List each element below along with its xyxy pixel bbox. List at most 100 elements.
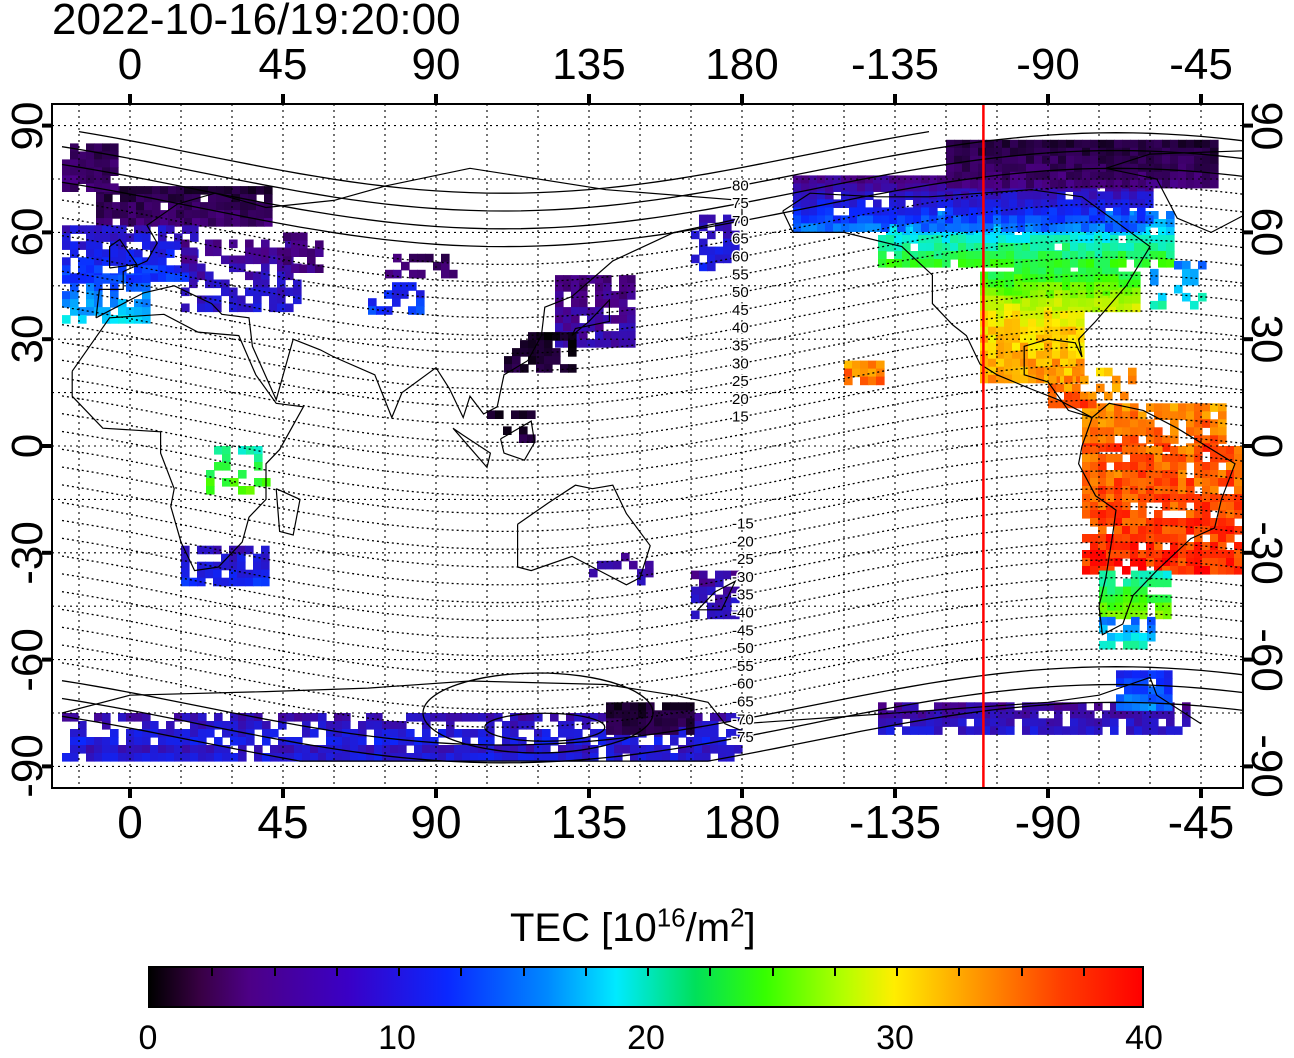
- tec-cell: [189, 271, 198, 281]
- tec-cell: [969, 191, 978, 200]
- magnetic-contour: [61, 345, 1243, 426]
- top-x-tick-label: -135: [850, 40, 940, 89]
- tec-cell: [1130, 534, 1139, 543]
- tec-cell: [1174, 284, 1183, 294]
- tec-cell: [510, 713, 519, 722]
- tec-cell: [1090, 171, 1099, 181]
- tec-cell: [70, 753, 79, 762]
- tec-cell: [184, 186, 193, 195]
- tec-cell: [1070, 274, 1079, 283]
- tec-cell: [1178, 462, 1187, 471]
- tec-cell: [1146, 558, 1155, 567]
- tec-cell: [825, 207, 834, 216]
- tec-cell: [1086, 282, 1095, 291]
- tec-cell: [534, 745, 543, 754]
- tec-cell: [1132, 670, 1141, 679]
- tec-cell: [70, 249, 79, 258]
- tec-cell: [809, 207, 818, 216]
- tec-cell: [190, 721, 199, 730]
- tec-cell: [678, 729, 687, 738]
- tec-cell: [934, 710, 943, 719]
- tec-cell: [1046, 243, 1055, 252]
- tec-cell: [1116, 702, 1125, 711]
- tec-cell: [603, 331, 612, 340]
- colorbar: [148, 966, 1144, 1008]
- tec-cell: [1170, 139, 1179, 149]
- tec-cell: [1162, 494, 1171, 503]
- tec-cell: [1006, 726, 1015, 735]
- tec-cell: [1202, 494, 1211, 503]
- tec-cell: [977, 207, 986, 216]
- tec-cell: [734, 713, 743, 722]
- tec-cell: [865, 207, 874, 216]
- tec-cell: [1114, 534, 1123, 543]
- tec-cell: [1030, 710, 1039, 719]
- tec-cell: [254, 745, 263, 754]
- colorbar-tick-mark: [584, 968, 587, 976]
- tec-cell: [970, 147, 979, 157]
- tec-cell: [1062, 259, 1071, 268]
- tec-cell: [166, 241, 175, 250]
- tec-cell: [1138, 462, 1147, 471]
- tec-cell: [1004, 342, 1013, 352]
- tec-cell: [905, 191, 914, 200]
- tec-cell: [793, 191, 802, 200]
- tec-cell: [1106, 470, 1115, 479]
- tec-cell: [1099, 640, 1108, 650]
- tec-cell: [94, 159, 103, 168]
- tec-cell: [1057, 207, 1066, 216]
- tec-cell: [1114, 494, 1123, 503]
- tec-cell: [1052, 358, 1061, 368]
- tec-cell: [958, 710, 967, 719]
- tec-cell: [197, 569, 206, 579]
- tec-cell: [962, 155, 971, 165]
- bottom-x-tick-label: 180: [703, 796, 781, 848]
- tec-cell: [382, 753, 391, 762]
- tec-cell: [988, 358, 997, 368]
- tec-cell: [1186, 139, 1195, 149]
- tec-cell: [1076, 303, 1085, 313]
- tec-cell: [990, 710, 999, 719]
- magnetic-contour: [61, 381, 1243, 461]
- top-x-tick-label: -90: [1016, 40, 1080, 89]
- tec-cell: [1123, 632, 1132, 642]
- tec-cell: [150, 257, 159, 266]
- tec-cell: [174, 729, 183, 738]
- tec-cell: [926, 235, 935, 244]
- tec-cell: [229, 545, 238, 555]
- tec-cell: [254, 454, 263, 463]
- tec-cell: [1036, 350, 1045, 360]
- magnetic-contour: [61, 666, 1243, 746]
- coastline: [108, 238, 138, 269]
- tec-cell: [1147, 570, 1156, 580]
- coastline: [452, 427, 492, 469]
- tec-cell: [902, 259, 911, 268]
- tec-cell: [1116, 279, 1125, 289]
- tec-cell: [1234, 486, 1243, 495]
- tec-cell: [1116, 670, 1125, 679]
- tec-cell: [126, 249, 135, 258]
- tec-cell: [253, 247, 262, 257]
- tec-cell: [817, 215, 826, 224]
- tec-cell: [221, 561, 230, 571]
- magnetic-contour: [61, 577, 1243, 657]
- tec-cell: [245, 271, 254, 281]
- tec-cell: [238, 745, 247, 754]
- tec-cell: [1081, 223, 1090, 232]
- tec-cell: [1182, 702, 1191, 711]
- tec-cell: [913, 175, 922, 184]
- tec-cell: [1130, 486, 1139, 495]
- tec-cell: [1046, 266, 1055, 275]
- contour-label: 80: [732, 177, 749, 194]
- tec-cell: [318, 713, 327, 722]
- tec-cell: [598, 713, 607, 722]
- tec-cell: [1139, 632, 1148, 642]
- tec-cell: [1073, 223, 1082, 232]
- tec-cell: [1124, 702, 1133, 711]
- tec-cell: [1148, 670, 1157, 679]
- tec-cell: [246, 737, 255, 746]
- magnetic-contour: [61, 238, 1243, 319]
- tec-cell: [1137, 223, 1146, 232]
- tec-cell: [595, 275, 604, 284]
- tec-cell: [841, 215, 850, 224]
